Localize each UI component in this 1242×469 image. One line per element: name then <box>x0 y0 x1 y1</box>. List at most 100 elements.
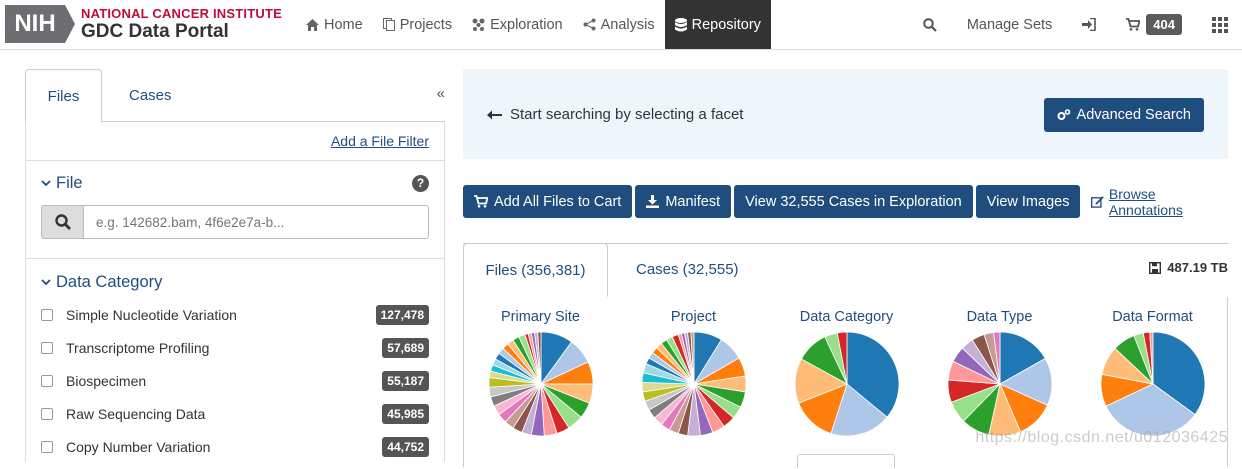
nav-projects-label: Projects <box>400 17 452 33</box>
facets-panel: Add a File Filter File ? Dat <box>25 122 445 462</box>
count-badge: 44,752 <box>382 437 429 457</box>
view-cases-button[interactable]: View 32,555 Cases in Exploration <box>734 185 973 218</box>
notice-message: Start searching by selecting a facet <box>487 106 743 123</box>
logo-portal-name: GDC Data Portal <box>81 22 282 41</box>
add-all-files-button[interactable]: Add All Files to Cart <box>463 185 632 218</box>
checkbox[interactable] <box>41 309 53 321</box>
add-file-filter-link[interactable]: Add a File Filter <box>331 133 429 149</box>
shopping-cart-icon <box>474 195 488 208</box>
tab-cases[interactable]: Cases <box>129 69 172 122</box>
sign-in-icon[interactable] <box>1082 18 1096 31</box>
pie-svg[interactable] <box>641 331 747 437</box>
pie-svg[interactable] <box>1100 331 1206 437</box>
nav-exploration[interactable]: Exploration <box>462 0 573 49</box>
nav-repository[interactable]: Repository <box>665 0 771 49</box>
manage-sets-link[interactable]: Manage Sets <box>967 17 1052 33</box>
browse-annotations-link[interactable]: Browse Annotations <box>1091 185 1228 218</box>
add-filter-row: Add a File Filter <box>26 122 444 161</box>
pie-chart-data-format: Data Format <box>1076 297 1229 437</box>
checkbox[interactable] <box>41 441 53 453</box>
search-icon <box>55 214 71 230</box>
advanced-search-label: Advanced Search <box>1077 107 1191 123</box>
count-badge: 127,478 <box>376 305 429 325</box>
logo-institute-name: NATIONAL CANCER INSTITUTE <box>81 7 282 20</box>
pie-chart-primary-site: Primary Site <box>464 297 617 437</box>
view-images-button[interactable]: View Images <box>976 185 1081 218</box>
pie-title[interactable]: Primary Site <box>464 309 617 325</box>
add-all-files-label: Add All Files to Cart <box>494 194 621 210</box>
save-icon <box>1149 262 1161 274</box>
data-category-title: Data Category <box>56 273 162 292</box>
nih-badge: NIH <box>5 5 65 43</box>
pie-title[interactable]: Data Type <box>923 309 1076 325</box>
count-badge: 55,187 <box>382 371 429 391</box>
pie-svg[interactable] <box>794 331 900 437</box>
advanced-search-button[interactable]: Advanced Search <box>1044 98 1204 132</box>
home-icon <box>306 19 319 31</box>
nav-exploration-label: Exploration <box>490 17 563 33</box>
list-item[interactable]: Biospecimen 55,187 <box>26 364 444 397</box>
nav-home[interactable]: Home <box>296 0 373 49</box>
pie-svg[interactable] <box>947 331 1053 437</box>
copy-icon <box>383 18 395 31</box>
category-label: Biospecimen <box>66 373 382 389</box>
total-size: 487.19 TB <box>1149 260 1228 275</box>
file-facet-header[interactable]: File ? <box>26 161 444 205</box>
chevron-down-icon <box>41 180 51 187</box>
count-badge: 57,689 <box>382 338 429 358</box>
category-label: Transcriptome Profiling <box>66 340 382 356</box>
count-badge: 45,985 <box>382 404 429 424</box>
tab-files-summary[interactable]: Files (356,381) <box>463 243 608 297</box>
nav-projects[interactable]: Projects <box>373 0 462 49</box>
nav-analysis[interactable]: Analysis <box>573 0 665 49</box>
watermark-text: https://blog.csdn.net/u012036425 <box>975 429 1228 447</box>
search-icon[interactable] <box>923 18 937 32</box>
list-item[interactable]: Transcriptome Profiling 57,689 <box>26 331 444 364</box>
apps-grid-icon[interactable] <box>1212 17 1228 33</box>
help-icon[interactable]: ? <box>412 175 429 192</box>
gears-icon <box>1057 109 1071 121</box>
total-size-value: 487.19 TB <box>1167 260 1228 275</box>
file-search <box>41 205 429 239</box>
list-item[interactable]: Copy Number Variation 44,752 <box>26 430 444 463</box>
gdc-logo[interactable]: NIH NATIONAL CANCER INSTITUTE GDC Data P… <box>5 4 282 44</box>
list-item[interactable]: Raw Sequencing Data 45,985 <box>26 397 444 430</box>
graph-icon <box>583 18 596 31</box>
arrow-left-icon <box>487 110 502 120</box>
cart-count-badge: 404 <box>1146 14 1182 35</box>
file-search-input[interactable] <box>83 205 429 239</box>
tab-files[interactable]: Files <box>25 69 102 123</box>
pie-title[interactable]: Data Category <box>770 309 923 325</box>
action-toolbar: Add All Files to Cart Manifest View 32,5… <box>463 185 1228 218</box>
list-item[interactable]: Simple Nucleotide Variation 127,478 <box>26 298 444 331</box>
repository-main: Start searching by selecting a facet Adv… <box>463 69 1228 159</box>
nav-repository-label: Repository <box>692 17 761 33</box>
database-icon <box>675 18 687 32</box>
checkbox[interactable] <box>41 342 53 354</box>
download-icon <box>646 195 659 208</box>
cart-button[interactable]: 404 <box>1126 14 1182 35</box>
main-nav: Home Projects Exploration Analysis Repos… <box>296 0 771 49</box>
edit-icon <box>1091 195 1104 208</box>
search-notice: Start searching by selecting a facet Adv… <box>463 69 1228 159</box>
file-search-button[interactable] <box>41 205 83 239</box>
chevron-down-icon <box>41 279 51 286</box>
manifest-label: Manifest <box>665 194 720 210</box>
manifest-button[interactable]: Manifest <box>635 185 731 218</box>
shopping-cart-icon <box>1126 18 1140 31</box>
category-label: Simple Nucleotide Variation <box>66 307 376 323</box>
cluster-icon <box>472 18 485 31</box>
view-images-label: View Images <box>987 194 1070 210</box>
pie-title[interactable]: Data Format <box>1076 309 1229 325</box>
tab-cases-summary[interactable]: Cases (32,555) <box>636 243 739 296</box>
view-cases-label: View 32,555 Cases in Exploration <box>745 194 962 210</box>
pie-svg[interactable] <box>488 331 594 437</box>
chart-toggle-tab[interactable] <box>797 454 895 468</box>
collapse-sidebar-icon[interactable]: « <box>437 85 445 102</box>
file-facet: File ? <box>26 161 444 259</box>
pie-title[interactable]: Project <box>617 309 770 325</box>
checkbox[interactable] <box>41 408 53 420</box>
facets-sidebar: Files Cases « Add a File Filter File ? <box>25 69 445 469</box>
nav-home-label: Home <box>324 17 363 33</box>
checkbox[interactable] <box>41 375 53 387</box>
